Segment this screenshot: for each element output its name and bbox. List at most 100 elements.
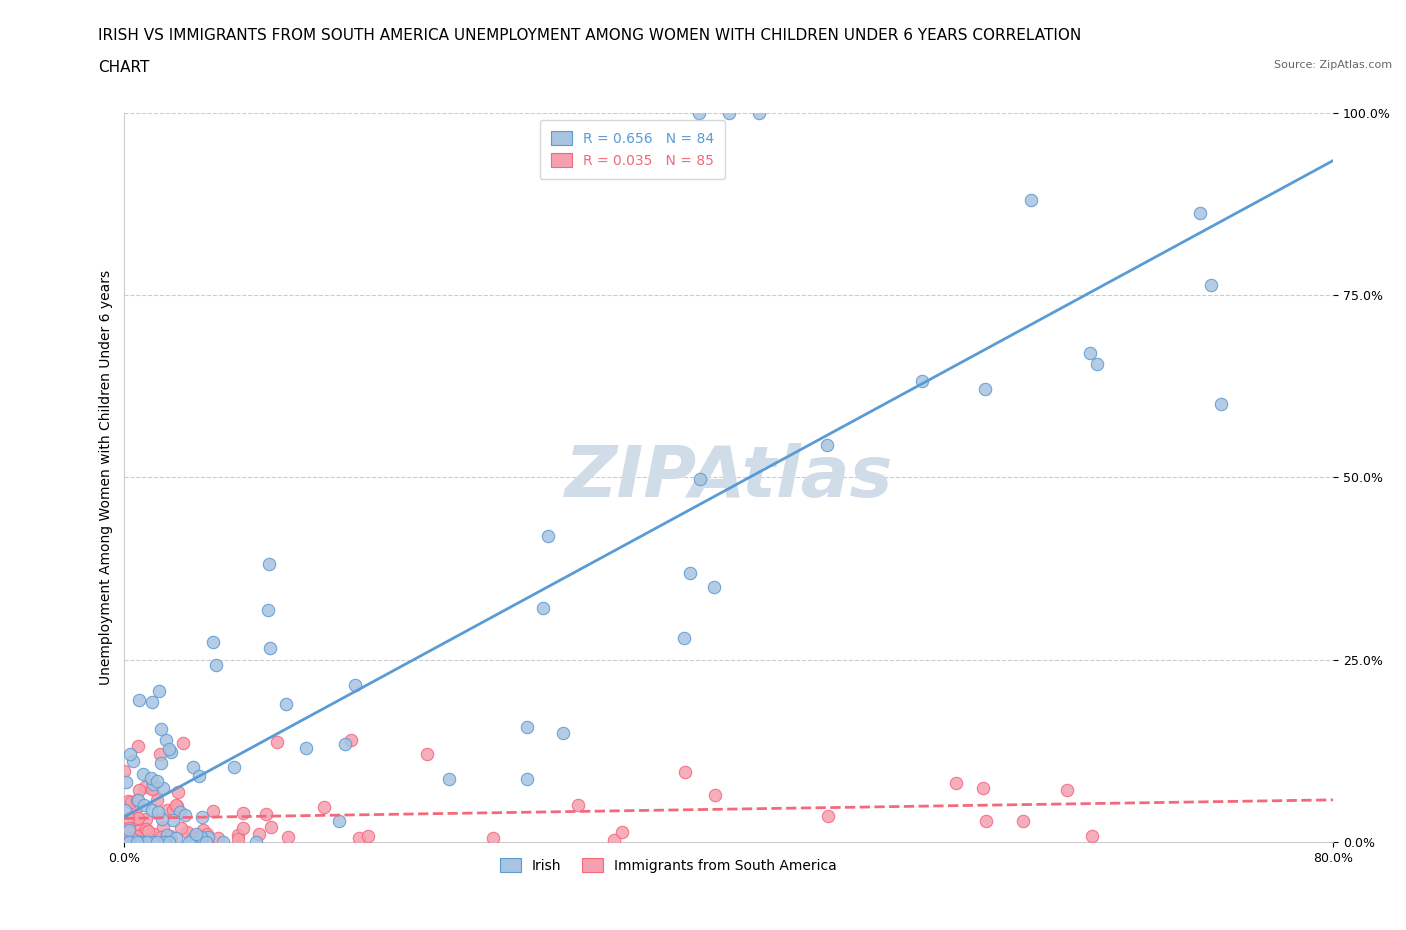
Point (689, 472, 711, 486)
Point (131, 830, 153, 844)
Text: IRISH VS IMMIGRANTS FROM SOUTH AMERICA UNEMPLOYMENT AMONG WOMEN WITH CHILDREN UN: IRISH VS IMMIGRANTS FROM SOUTH AMERICA U… (98, 28, 1081, 43)
Point (121, 830, 143, 845)
Point (134, 834, 156, 849)
Point (1209, 397, 1232, 412)
Point (249, 827, 271, 842)
Point (266, 735, 288, 750)
Point (186, 826, 208, 841)
Point (117, 825, 139, 840)
Point (328, 814, 350, 829)
Point (118, 821, 141, 836)
Point (169, 804, 191, 819)
Point (162, 813, 184, 828)
Point (148, 684, 170, 698)
Point (149, 755, 172, 770)
Point (143, 827, 166, 842)
Point (245, 834, 267, 849)
Point (340, 732, 363, 747)
Point (531, 601, 554, 616)
Point (160, 831, 183, 846)
Point (114, 827, 136, 842)
Point (129, 834, 152, 849)
Point (114, 764, 136, 778)
Point (553, 725, 575, 740)
Point (201, 635, 224, 650)
Point (197, 827, 219, 842)
Point (176, 825, 198, 840)
Point (672, 631, 695, 645)
Point (132, 797, 155, 812)
Point (357, 829, 380, 844)
Point (125, 833, 148, 848)
Point (277, 830, 299, 844)
Point (157, 834, 180, 849)
Point (128, 783, 150, 798)
Point (118, 834, 141, 849)
Point (256, 602, 278, 617)
Point (333, 737, 356, 751)
Point (141, 803, 163, 817)
Point (146, 804, 169, 819)
Point (207, 830, 229, 845)
Point (259, 556, 281, 571)
Point (121, 832, 143, 847)
Point (536, 528, 558, 543)
Text: Source: ZipAtlas.com: Source: ZipAtlas.com (1274, 60, 1392, 71)
Point (127, 738, 149, 753)
Point (212, 834, 235, 849)
Point (135, 811, 157, 826)
Point (181, 829, 204, 844)
Point (717, 106, 740, 121)
Point (748, 106, 770, 121)
Point (347, 830, 370, 845)
Point (132, 766, 155, 781)
Point (224, 760, 246, 775)
Point (567, 798, 589, 813)
Point (974, 814, 997, 829)
Point (146, 774, 169, 789)
Point (141, 780, 163, 795)
Point (344, 677, 367, 692)
Point (1056, 783, 1078, 798)
Point (150, 812, 173, 827)
Point (170, 820, 193, 835)
Point (120, 794, 142, 809)
Point (155, 830, 177, 844)
Point (165, 800, 187, 815)
Point (115, 775, 138, 790)
Point (117, 794, 139, 809)
Point (136, 834, 159, 849)
Point (157, 741, 180, 756)
Point (188, 768, 211, 783)
Point (817, 809, 839, 824)
Point (945, 776, 967, 790)
Point (481, 830, 503, 845)
Point (815, 437, 838, 452)
Point (122, 753, 145, 768)
Point (155, 834, 177, 849)
Legend: Irish, Immigrants from South America: Irish, Immigrants from South America (495, 853, 842, 879)
Text: CHART: CHART (98, 60, 150, 75)
Point (129, 831, 152, 846)
Point (135, 822, 157, 837)
Point (603, 832, 626, 847)
Point (703, 579, 725, 594)
Point (117, 810, 139, 825)
Point (174, 807, 197, 822)
Point (149, 747, 172, 762)
Point (131, 834, 153, 849)
Point (145, 792, 167, 807)
Point (149, 722, 172, 737)
Point (115, 828, 138, 843)
Point (125, 817, 148, 832)
Point (181, 831, 204, 846)
Point (1199, 277, 1222, 292)
Point (260, 820, 283, 835)
Point (688, 106, 710, 121)
Point (159, 829, 181, 844)
Point (191, 810, 214, 825)
Point (259, 641, 281, 656)
Point (679, 565, 702, 580)
Point (201, 804, 224, 818)
Point (127, 793, 149, 808)
